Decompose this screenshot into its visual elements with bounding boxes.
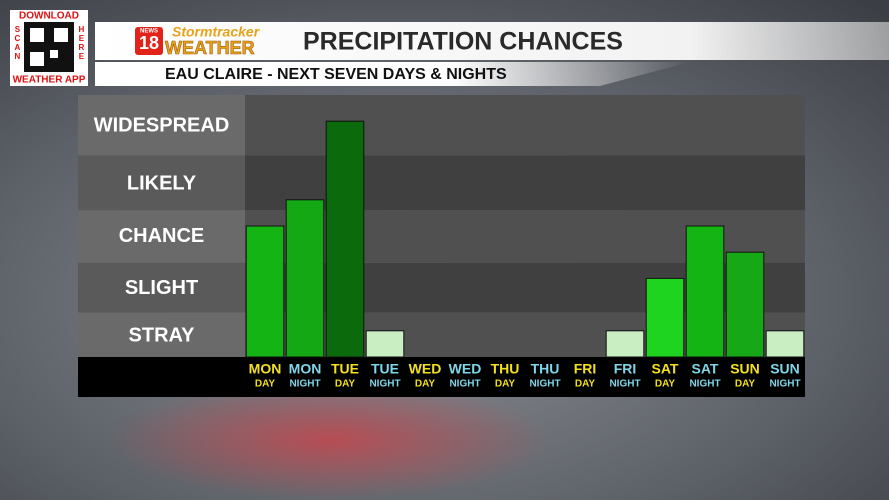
y-tick-label: STRAY — [129, 324, 196, 346]
x-tick-sublabel: DAY — [655, 379, 676, 390]
bar — [645, 277, 685, 358]
logo-text: NEWS — [140, 29, 158, 35]
x-tick-label: SUN — [770, 361, 800, 377]
x-tick-label: TUE — [331, 361, 359, 377]
x-tick-sublabel: NIGHT — [689, 379, 720, 390]
badge-text: DOWNLOAD — [19, 11, 79, 22]
badge-text: WEATHER APP — [13, 75, 86, 86]
chart-title: PRECIPITATION CHANCES — [303, 28, 623, 56]
title-bar — [95, 22, 889, 60]
bar — [365, 330, 405, 358]
y-tick-label: LIKELY — [127, 172, 197, 194]
y-tick-label: SLIGHT — [125, 277, 198, 299]
logo-text: Stormtracker — [172, 24, 261, 40]
label-band — [78, 312, 245, 357]
plot: STRAY SLIGHT CHANCE LIKELY WIDESPREAD MON DAY M… — [78, 95, 805, 390]
bar — [285, 199, 325, 358]
qr-code — [50, 50, 58, 58]
qr-code — [30, 52, 44, 66]
x-tick-sublabel: NIGHT — [529, 379, 560, 390]
x-tick-sublabel: NIGHT — [609, 379, 640, 390]
bar — [765, 330, 805, 358]
background-blur — [110, 380, 550, 500]
badge-text: SCAN — [13, 25, 22, 61]
x-tick-sublabel: DAY — [575, 379, 596, 390]
label-band — [78, 155, 245, 211]
x-tick-sublabel: DAY — [735, 379, 756, 390]
x-tick-label: MON — [249, 361, 282, 377]
x-tick-label: SAT — [652, 361, 679, 377]
x-tick-label: THU — [531, 361, 560, 377]
label-band — [78, 95, 245, 156]
subtitle-bar — [95, 62, 690, 86]
bar — [605, 330, 645, 358]
logo-text: WEATHER — [165, 38, 255, 58]
x-tick-label: WED — [449, 361, 482, 377]
chart-subtitle: EAU CLAIRE - NEXT SEVEN DAYS & NIGHTS — [165, 66, 507, 83]
y-tick-label: WIDESPREAD — [94, 115, 230, 137]
x-tick-sublabel: DAY — [495, 379, 516, 390]
qr-code — [30, 28, 44, 42]
x-tick-sublabel: DAY — [415, 379, 436, 390]
qr-code — [54, 28, 68, 42]
x-tick-sublabel: DAY — [255, 379, 276, 390]
x-tick-sublabel: DAY — [335, 379, 356, 390]
x-tick-label: MON — [289, 361, 322, 377]
badge-text: HERE — [77, 25, 86, 61]
x-tick-sublabel: NIGHT — [369, 379, 400, 390]
bar — [325, 120, 365, 358]
bar — [245, 225, 285, 358]
y-tick-label: CHANCE — [119, 225, 205, 247]
x-tick-label: FRI — [614, 361, 637, 377]
logo-text: 18 — [139, 33, 159, 53]
x-tick-sublabel: NIGHT — [289, 379, 320, 390]
x-tick-label: SAT — [692, 361, 719, 377]
label-strip — [78, 357, 805, 397]
label-band — [78, 262, 245, 313]
x-tick-label: SUN — [730, 361, 760, 377]
bar — [685, 225, 725, 358]
label-band — [78, 210, 245, 263]
x-tick-label: TUE — [371, 361, 399, 377]
x-tick-label: FRI — [574, 361, 597, 377]
x-tick-label: THU — [491, 361, 520, 377]
x-tick-label: WED — [409, 361, 442, 377]
x-tick-sublabel: NIGHT — [769, 379, 800, 390]
bar — [725, 251, 765, 358]
logo-box — [135, 27, 163, 55]
x-tick-sublabel: NIGHT — [449, 379, 480, 390]
